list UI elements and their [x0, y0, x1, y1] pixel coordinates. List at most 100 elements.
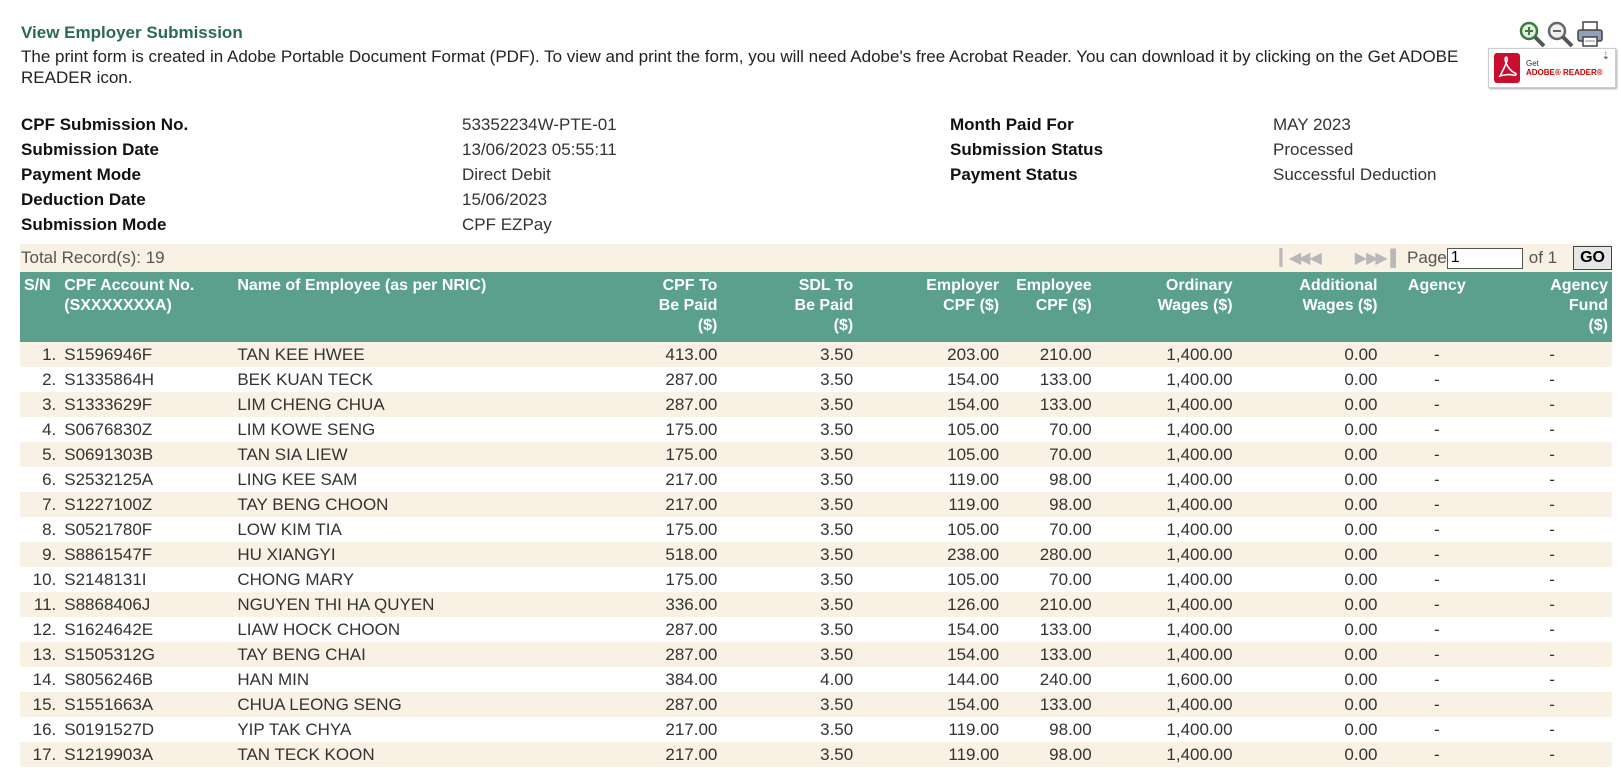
- cell-employer-cpf: 154.00: [857, 692, 1004, 717]
- first-page-icon[interactable]: ▎◀◀: [1279, 250, 1311, 267]
- cell-sn: 5.: [20, 442, 61, 467]
- print-icon[interactable]: [1576, 20, 1604, 48]
- cell-employee-cpf: 280.00: [1003, 542, 1096, 567]
- cell-agency: -: [1381, 642, 1493, 667]
- cell-cpf-account: S8861547F: [60, 542, 234, 567]
- cell-agency-fund: -: [1492, 717, 1612, 742]
- cell-additional-wages: 0.00: [1236, 617, 1382, 642]
- cell-sdl-to-pay: 3.50: [721, 567, 858, 592]
- cell-ordinary-wages: 1,400.00: [1095, 692, 1237, 717]
- cell-cpf-account: S1219903A: [60, 742, 234, 767]
- cell-employee-cpf: 133.00: [1003, 692, 1096, 717]
- cell-sn: 3.: [20, 392, 61, 417]
- info-value: CPF EZPay: [462, 215, 552, 234]
- cell-employee-cpf: 98.00: [1003, 742, 1096, 767]
- cell-employee-name: LING KEE SAM: [233, 467, 621, 492]
- cell-employee-cpf: 70.00: [1003, 517, 1096, 542]
- adobe-reader-badge[interactable]: Get ADOBE® READER® ⇣: [1488, 48, 1616, 88]
- table-row: 3. S1333629F LIM CHENG CHUA 287.00 3.50 154.0…: [20, 392, 1612, 417]
- prev-page-icon[interactable]: ◀: [1309, 250, 1321, 267]
- cell-cpf-account: S1551663A: [60, 692, 234, 717]
- cell-sdl-to-pay: 3.50: [721, 717, 858, 742]
- cell-ordinary-wages: 1,400.00: [1095, 442, 1237, 467]
- cell-sn: 2.: [20, 367, 61, 392]
- column-header: Name of Employee (as per NRIC): [233, 272, 621, 342]
- cell-additional-wages: 0.00: [1236, 717, 1382, 742]
- cell-sn: 11.: [20, 592, 61, 617]
- cell-agency-fund: -: [1492, 492, 1612, 517]
- info-value: Direct Debit: [462, 165, 551, 184]
- intro-text: The print form is created in Adobe Porta…: [21, 47, 1459, 87]
- column-header: Additional Wages ($): [1236, 272, 1382, 342]
- cell-additional-wages: 0.00: [1236, 492, 1382, 517]
- cell-additional-wages: 0.00: [1236, 367, 1382, 392]
- cell-employee-name: LIM KOWE SENG: [233, 417, 621, 442]
- cell-agency: -: [1381, 542, 1493, 567]
- zoom-in-icon[interactable]: [1518, 20, 1546, 48]
- last-page-icon[interactable]: ▶▶▐: [1366, 250, 1396, 267]
- info-label: Payment Status: [950, 165, 1078, 184]
- submission-table: S/N CPF Account No. (SXXXXXXXA) Name of …: [20, 272, 1612, 767]
- cell-cpf-account: S8868406J: [60, 592, 234, 617]
- zoom-out-icon[interactable]: [1546, 20, 1574, 48]
- cell-cpf-to-pay: 287.00: [620, 617, 722, 642]
- adobe-reader-label: Get ADOBE® READER®: [1526, 59, 1603, 77]
- cell-agency: -: [1381, 392, 1493, 417]
- cell-additional-wages: 0.00: [1236, 517, 1382, 542]
- cell-sdl-to-pay: 3.50: [721, 392, 858, 417]
- column-header: Agency Fund ($): [1492, 272, 1612, 342]
- info-label: Payment Mode: [21, 165, 141, 184]
- page-number-input[interactable]: [1446, 247, 1523, 269]
- cell-employer-cpf: 105.00: [857, 567, 1004, 592]
- info-value: 13/06/2023 05:55:11: [462, 140, 617, 159]
- cell-employee-name: LIAW HOCK CHOON: [233, 617, 621, 642]
- cell-employee-name: TAN SIA LIEW: [233, 442, 621, 467]
- cell-agency: -: [1381, 467, 1493, 492]
- cell-employer-cpf: 119.00: [857, 717, 1004, 742]
- cell-sn: 9.: [20, 542, 61, 567]
- column-header: CPF Account No. (SXXXXXXXA): [60, 272, 234, 342]
- cell-sdl-to-pay: 3.50: [721, 342, 858, 367]
- cell-employer-cpf: 238.00: [857, 542, 1004, 567]
- cell-cpf-to-pay: 287.00: [620, 642, 722, 667]
- page-label: Page: [1407, 248, 1447, 267]
- go-button[interactable]: GO: [1573, 246, 1612, 270]
- cell-employer-cpf: 119.00: [857, 492, 1004, 517]
- cell-cpf-to-pay: 175.00: [620, 442, 722, 467]
- cell-sn: 16.: [20, 717, 61, 742]
- cell-agency: -: [1381, 567, 1493, 592]
- cell-sdl-to-pay: 3.50: [721, 617, 858, 642]
- table-row: 5. S0691303B TAN SIA LIEW 175.00 3.50 105.00 7…: [20, 442, 1612, 467]
- cell-cpf-account: S1624642E: [60, 617, 234, 642]
- cell-ordinary-wages: 1,400.00: [1095, 392, 1237, 417]
- cell-employee-cpf: 98.00: [1003, 717, 1096, 742]
- cell-sn: 6.: [20, 467, 61, 492]
- cell-cpf-to-pay: 287.00: [620, 367, 722, 392]
- table-row: 7. S1227100Z TAY BENG CHOON 217.00 3.50 119.0…: [20, 492, 1612, 517]
- cell-ordinary-wages: 1,400.00: [1095, 642, 1237, 667]
- cell-sn: 15.: [20, 692, 61, 717]
- column-header-text: CPF Account No. (SXXXXXXXA): [64, 277, 195, 314]
- cell-cpf-to-pay: 217.00: [620, 717, 722, 742]
- info-label: Deduction Date: [21, 190, 146, 209]
- cell-ordinary-wages: 1,400.00: [1095, 617, 1237, 642]
- cell-employee-cpf: 240.00: [1003, 667, 1096, 692]
- cell-ordinary-wages: 1,600.00: [1095, 667, 1237, 692]
- info-value: Successful Deduction: [1273, 165, 1437, 184]
- cell-employee-name: TAN TECK KOON: [233, 742, 621, 767]
- cell-cpf-to-pay: 336.00: [620, 592, 722, 617]
- cell-sn: 8.: [20, 517, 61, 542]
- cell-agency: -: [1381, 417, 1493, 442]
- info-label: Month Paid For: [950, 115, 1074, 134]
- next-page-icon[interactable]: ▶: [1354, 250, 1367, 267]
- cell-cpf-account: S1596946F: [60, 342, 234, 367]
- cell-cpf-account: S0691303B: [60, 442, 234, 467]
- page-count: of 1: [1528, 248, 1558, 267]
- cell-cpf-to-pay: 413.00: [620, 342, 722, 367]
- cell-cpf-account: S2148131I: [60, 567, 234, 592]
- cell-cpf-account: S0191527D: [60, 717, 234, 742]
- cell-cpf-to-pay: 287.00: [620, 392, 722, 417]
- cell-employee-cpf: 133.00: [1003, 367, 1096, 392]
- cell-employee-cpf: 133.00: [1003, 617, 1096, 642]
- cell-employee-name: LOW KIM TIA: [233, 517, 621, 542]
